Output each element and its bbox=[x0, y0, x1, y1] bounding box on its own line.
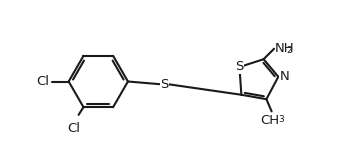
Text: 2: 2 bbox=[286, 46, 292, 55]
Text: CH: CH bbox=[260, 114, 279, 127]
Text: N: N bbox=[280, 70, 289, 83]
Text: Cl: Cl bbox=[36, 75, 49, 88]
Text: S: S bbox=[160, 78, 169, 91]
Text: Cl: Cl bbox=[67, 122, 80, 135]
Text: 3: 3 bbox=[279, 115, 285, 124]
Text: NH: NH bbox=[275, 42, 294, 55]
Text: S: S bbox=[235, 60, 244, 73]
